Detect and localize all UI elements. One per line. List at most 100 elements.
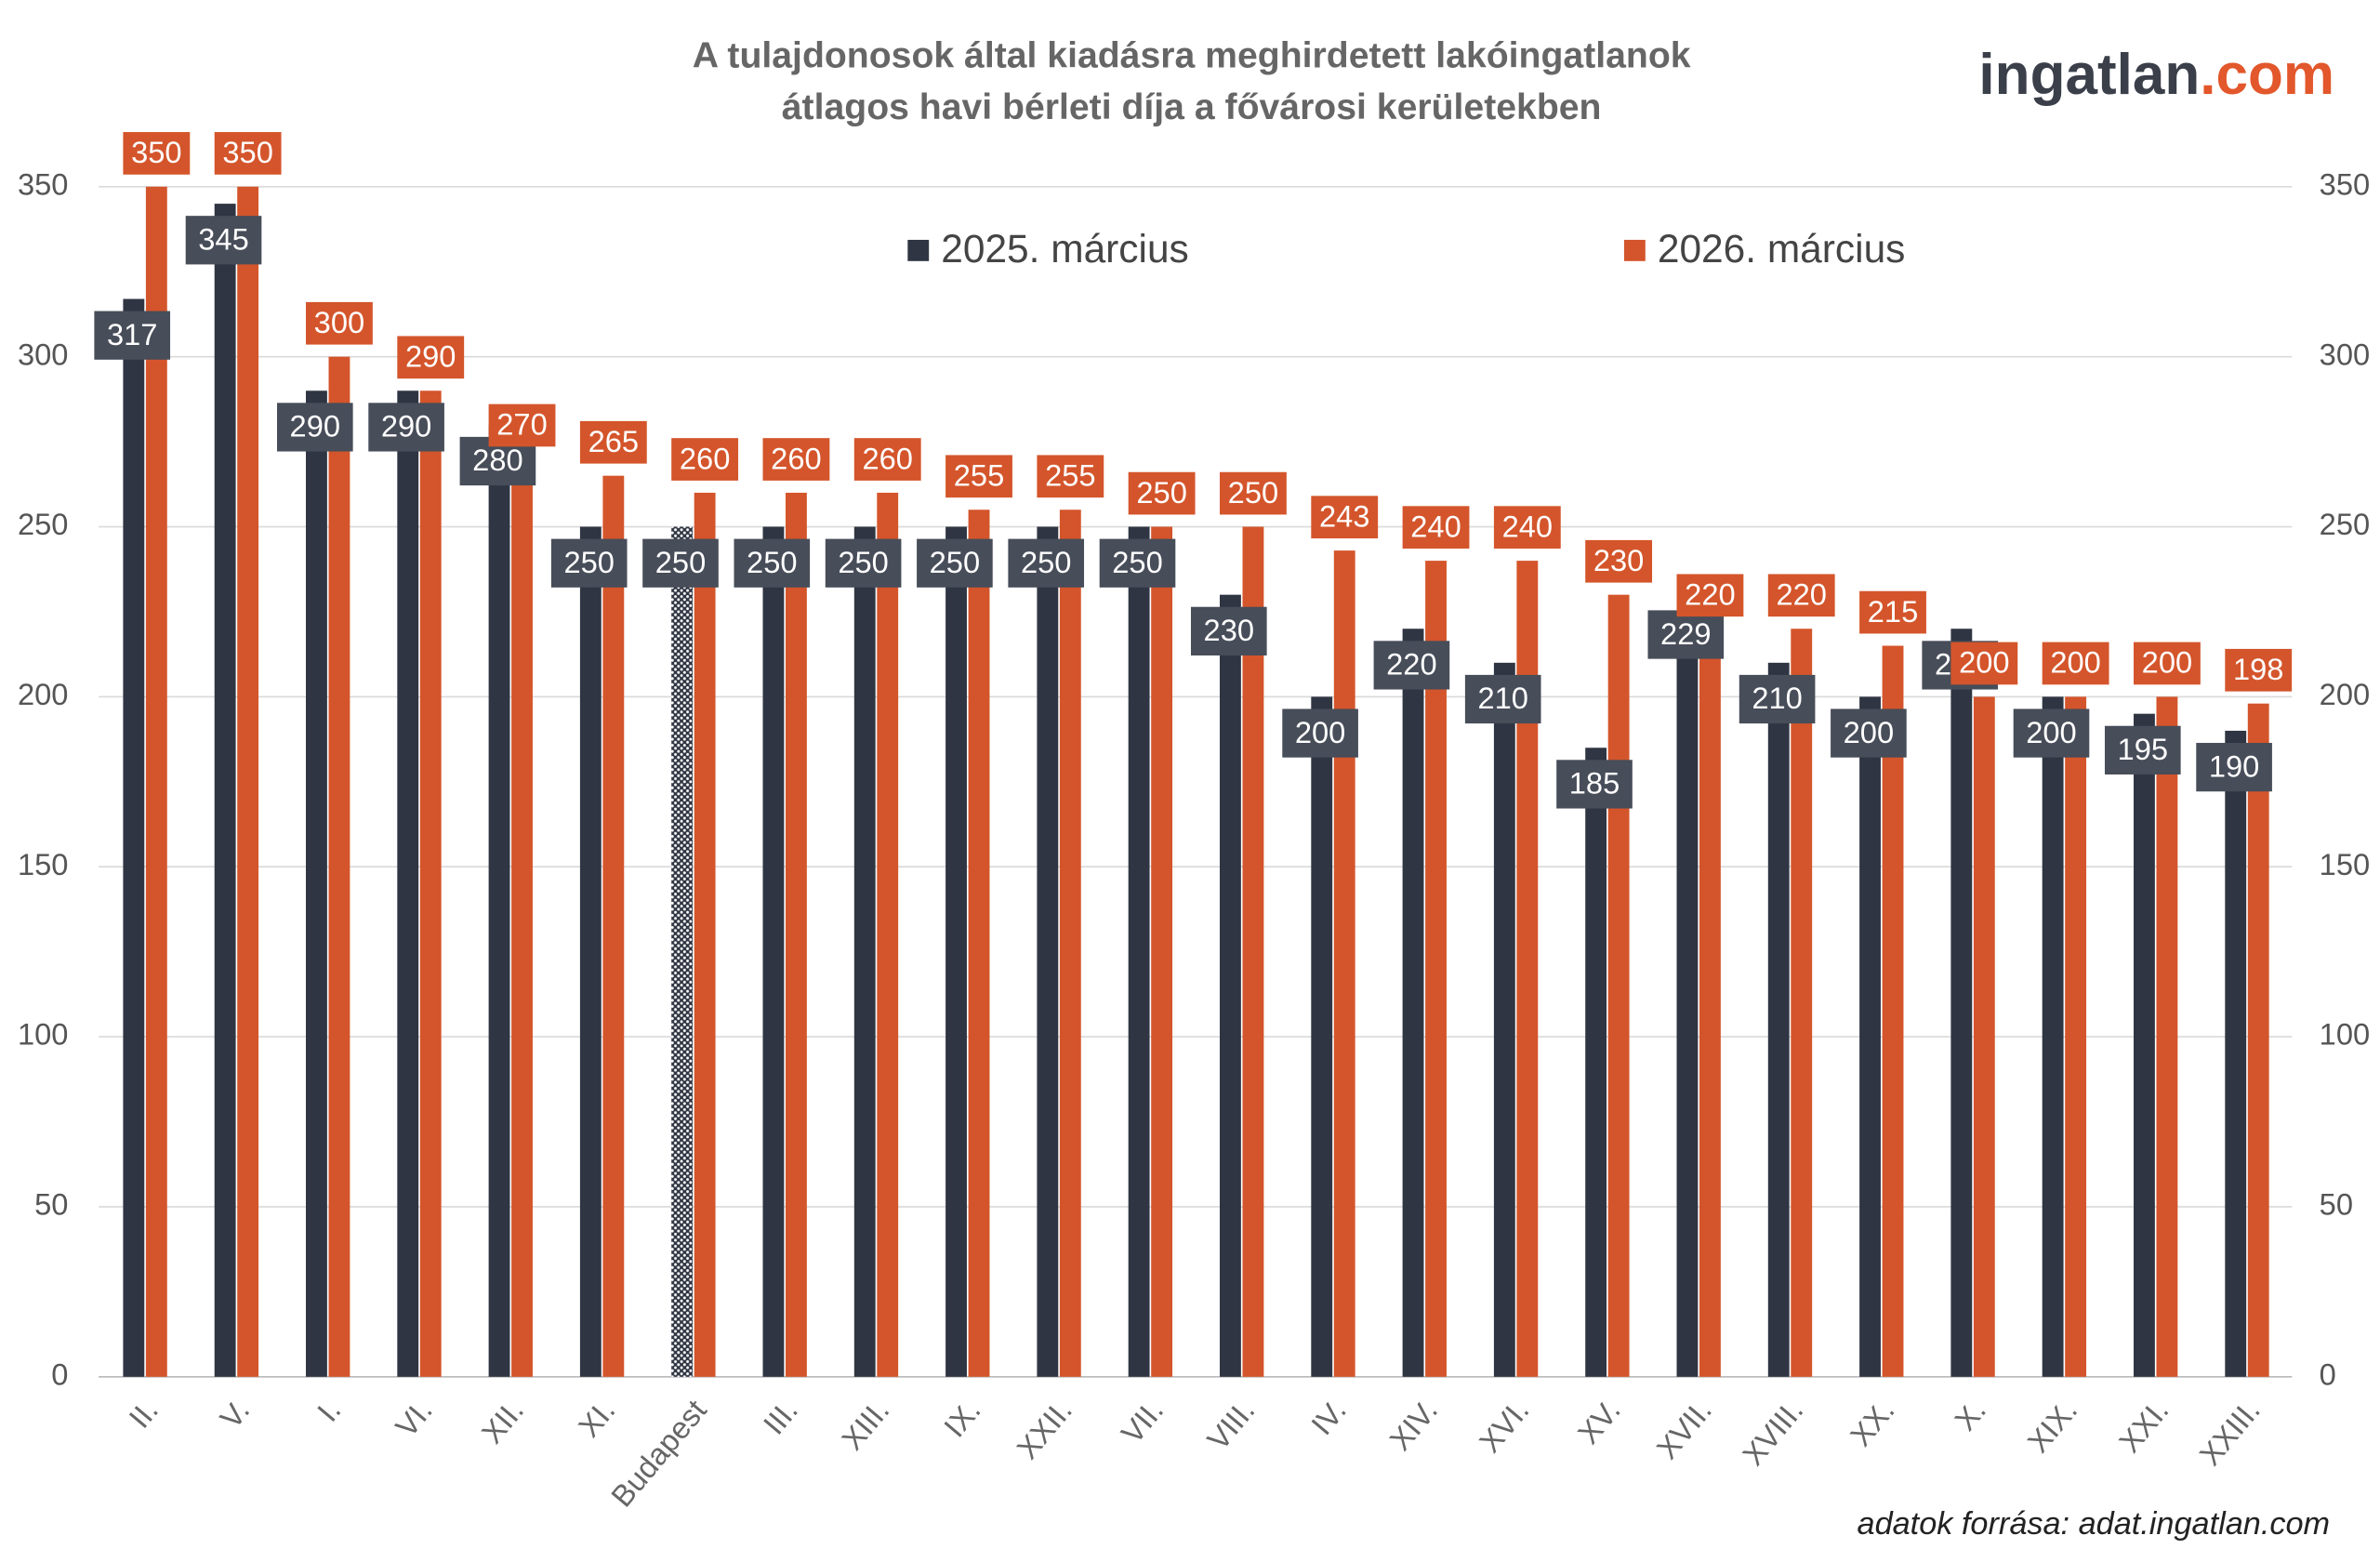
value-label: 260 [771,441,821,475]
value-label-box [368,403,444,452]
value-label: 240 [1410,509,1461,543]
x-tick-label: XII. [474,1393,530,1449]
value-label: 350 [222,135,272,169]
y-tick-label: 300 [18,337,68,371]
bar [602,475,625,1377]
value-label-box [1585,539,1653,583]
y-tick-label: 100 [18,1017,68,1052]
value-label: 317 [107,317,157,351]
bar [145,186,167,1377]
x-tick-label: XVIII. [1736,1393,1810,1472]
logo-suffix: .com [2200,43,2334,107]
y-tick-label: 250 [18,507,68,541]
value-label: 290 [405,339,456,374]
value-label-box [1647,610,1725,659]
value-label-box [1099,538,1176,588]
y2-tick-label: 350 [2320,166,2370,201]
y2-tick-label: 250 [2320,507,2370,541]
value-label: 210 [1752,681,1802,715]
value-label-box [2104,725,2181,774]
value-label-box [123,132,191,175]
value-label-box [825,538,902,588]
bar [853,526,876,1377]
value-label-box [1950,642,2018,685]
value-label: 250 [838,545,888,579]
bar [762,526,785,1377]
value-label-box [1220,471,1287,515]
x-tick-label: XIX. [2020,1393,2083,1459]
y2-tick-label: 50 [2320,1187,2353,1222]
value-label-box [1739,674,1816,724]
bar [1950,629,1973,1377]
value-label-box [94,311,171,360]
value-label-box [1008,538,1085,588]
value-label: 250 [930,545,980,579]
value-label: 250 [1021,545,1071,579]
x-tick-label: V. [213,1393,256,1435]
value-label: 215 [1868,594,1918,629]
bar [2156,696,2178,1377]
source: adatok forrása: adat.ingatlan.com [1858,1506,2331,1542]
bar [1059,510,1081,1377]
x-tick-label: I. [311,1393,348,1428]
value-label: 200 [1295,715,1345,749]
x-tick-label: VII. [1114,1393,1170,1449]
bar [2134,713,2155,1377]
value-label-box [853,438,921,481]
value-label: 198 [2233,652,2283,686]
x-tick-label: VIII. [1200,1393,1262,1456]
chart-title: A tulajdonosok által kiadásra meghirdete… [693,35,1691,75]
x-tick-label: XVII. [1649,1393,1718,1465]
bar [237,186,259,1377]
bar [968,510,990,1377]
x-tick-label: XIII. [835,1393,896,1456]
value-label-box [185,216,262,265]
bar [1128,526,1150,1377]
value-label: 200 [2026,715,2076,749]
value-label-box [1556,760,1633,809]
bar [1607,594,1630,1377]
value-label-box [1464,674,1541,724]
x-tick-label: X. [1948,1393,1992,1436]
bar [2225,730,2247,1377]
value-label-box [579,420,647,464]
value-label: 210 [1477,681,1527,715]
bar [1493,662,1515,1377]
value-label-box [2225,648,2293,692]
value-label: 185 [1569,766,1620,801]
value-label-box [1831,708,1907,758]
chart-title: átlagos havi bérleti díja a fővárosi ker… [782,87,1602,127]
bar [123,298,145,1377]
bar [1311,696,1333,1377]
bar [328,356,350,1377]
x-tick-label: IX. [937,1393,987,1443]
value-label-box [1311,496,1379,539]
bar [1425,561,1447,1377]
bar [2247,703,2269,1377]
x-tick-label: XXIII. [2192,1393,2267,1472]
value-label: 200 [1844,715,1894,749]
value-label-box [2134,642,2201,685]
bar [671,526,694,1377]
value-label: 280 [472,443,522,477]
value-label-box [1128,471,1196,515]
value-label: 200 [2050,645,2100,680]
y2-tick-label: 300 [2320,337,2370,371]
value-label: 260 [680,441,730,475]
value-label: 250 [563,545,614,579]
bar [511,458,533,1377]
value-label: 350 [131,135,181,169]
bar [1699,629,1721,1377]
value-label: 240 [1502,509,1553,543]
value-label: 220 [1776,577,1826,612]
value-label-box [276,403,353,452]
value-label-box [2013,708,2090,758]
bar [1882,645,1904,1377]
logo-text: ingatlan [1978,43,2200,107]
value-label: 200 [1959,645,2009,680]
x-tick-label: Budapest [604,1393,713,1513]
bar [1859,696,1881,1377]
value-label-box [642,538,719,588]
x-tick-label: XIV. [1382,1393,1444,1457]
